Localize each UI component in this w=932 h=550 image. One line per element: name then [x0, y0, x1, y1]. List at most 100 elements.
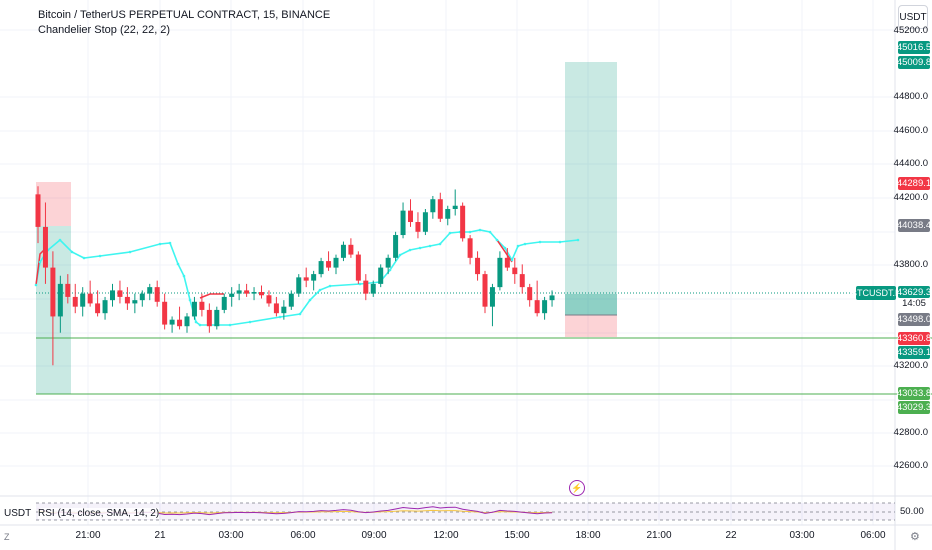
- chandelier-dot: [558, 240, 562, 244]
- candle-body: [408, 210, 413, 223]
- candle-body: [475, 257, 481, 275]
- position-boxes: [36, 62, 617, 394]
- chandelier-dot: [408, 248, 412, 252]
- candle-body: [527, 287, 533, 301]
- price-tick: 44800.0: [893, 91, 928, 102]
- time-tick: 21: [154, 530, 166, 541]
- chandelier-dot: [358, 282, 362, 286]
- candle-body: [430, 199, 436, 213]
- chandelier-dot: [248, 320, 252, 324]
- candle-body: [422, 212, 428, 232]
- time-tick: 03:00: [218, 530, 244, 541]
- price-label: 44289.1: [896, 177, 932, 190]
- candle-body: [400, 210, 406, 236]
- candle-body: [296, 277, 302, 294]
- chandelier-dot: [158, 242, 162, 246]
- candle-body: [512, 267, 518, 275]
- candle-body: [50, 267, 56, 317]
- price-label: 43498.0: [896, 313, 932, 326]
- chandelier-dot: [516, 244, 520, 248]
- candle-body: [460, 205, 466, 239]
- chandelier-dot: [523, 242, 527, 246]
- chandelier-dot: [448, 231, 452, 235]
- candle-body: [340, 244, 346, 258]
- chandelier-dot: [188, 298, 192, 302]
- time-tick: 18:00: [575, 530, 601, 541]
- candle-body: [542, 300, 548, 314]
- chandelier-dot: [176, 262, 180, 266]
- candle-body: [489, 287, 495, 307]
- currency-button[interactable]: USDT: [898, 5, 928, 29]
- time-tick: 22: [725, 530, 737, 541]
- price-tick: 44400.0: [893, 158, 928, 169]
- price-tick: 42600.0: [893, 460, 928, 471]
- price-tick: 42800.0: [893, 427, 928, 438]
- current-price-tag: 43629.3: [896, 286, 932, 298]
- chandelier-dot: [82, 256, 86, 260]
- price-tick: 43800.0: [893, 259, 928, 270]
- candle-body: [445, 208, 451, 219]
- candle-body: [333, 257, 339, 268]
- candle-body: [42, 226, 48, 268]
- rsi-currency: USDT: [4, 508, 32, 519]
- chandelier-dot: [34, 283, 38, 287]
- time-tick: 21:00: [646, 530, 672, 541]
- candle-body: [147, 287, 153, 294]
- chandelier-dot: [298, 312, 302, 316]
- rsi-legend[interactable]: RSI (14, close, SMA, 14, 2): [38, 508, 160, 519]
- chandelier-dot: [194, 320, 198, 324]
- candle-body: [214, 309, 220, 327]
- time-tick: 15:00: [504, 530, 530, 541]
- candle-body: [95, 303, 101, 314]
- chart-title[interactable]: Bitcoin / TetherUS PERPETUAL CONTRACT, 1…: [38, 9, 331, 21]
- timezone-label[interactable]: Z: [4, 532, 10, 542]
- candle-body: [206, 309, 212, 327]
- price-label: 43360.8: [896, 332, 932, 345]
- countdown-tag: 14:05: [898, 298, 930, 309]
- chandelier-dot: [418, 246, 422, 250]
- time-tick: 21:00: [75, 530, 101, 541]
- chandelier-dot: [495, 238, 499, 242]
- candle-body: [355, 254, 361, 281]
- candle-body: [497, 257, 503, 288]
- candle-body: [318, 261, 324, 275]
- chandelier-dot: [538, 240, 542, 244]
- horizontal-lines: [36, 292, 932, 395]
- gear-icon[interactable]: ⚙: [910, 531, 920, 543]
- chandelier-dot: [278, 315, 282, 319]
- indicator-legend[interactable]: Chandelier Stop (22, 22, 2): [38, 24, 171, 36]
- symbol-tag: BTCUSDT.P: [851, 286, 902, 300]
- candle-body: [177, 319, 183, 327]
- price-label: 45016.5: [896, 41, 932, 54]
- price-tick: 43200.0: [893, 360, 928, 371]
- chandelier-dot: [198, 323, 202, 327]
- candle-body: [236, 290, 242, 294]
- candle-body: [519, 274, 525, 288]
- candle-body: [65, 283, 71, 297]
- rsi-pane: [36, 502, 895, 521]
- price-tick: 44200.0: [893, 192, 928, 203]
- chandelier-dot: [438, 242, 442, 246]
- candle-body: [452, 205, 458, 209]
- chandelier-dot: [38, 260, 42, 264]
- candle-body: [259, 292, 264, 296]
- candle-body: [266, 295, 272, 304]
- lightning-icon[interactable]: ⚡: [569, 480, 585, 496]
- candle-body: [124, 296, 130, 304]
- chandelier-stop-line: [34, 228, 580, 327]
- candle-body: [415, 222, 421, 232]
- candle-body: [326, 261, 332, 268]
- candle-body: [251, 292, 257, 294]
- candle-body: [191, 301, 197, 317]
- price-label: 45009.8: [896, 56, 932, 69]
- candle-body: [229, 293, 235, 297]
- price-label: 44038.4: [896, 219, 932, 232]
- stop-zone-right: [565, 315, 617, 337]
- candle-body: [288, 293, 294, 307]
- chandelier-dot: [468, 230, 472, 234]
- chandelier-dot: [510, 258, 514, 262]
- candle-body: [162, 301, 168, 325]
- candle-body: [110, 290, 115, 301]
- chandelier-stop-red-mid: [199, 293, 224, 299]
